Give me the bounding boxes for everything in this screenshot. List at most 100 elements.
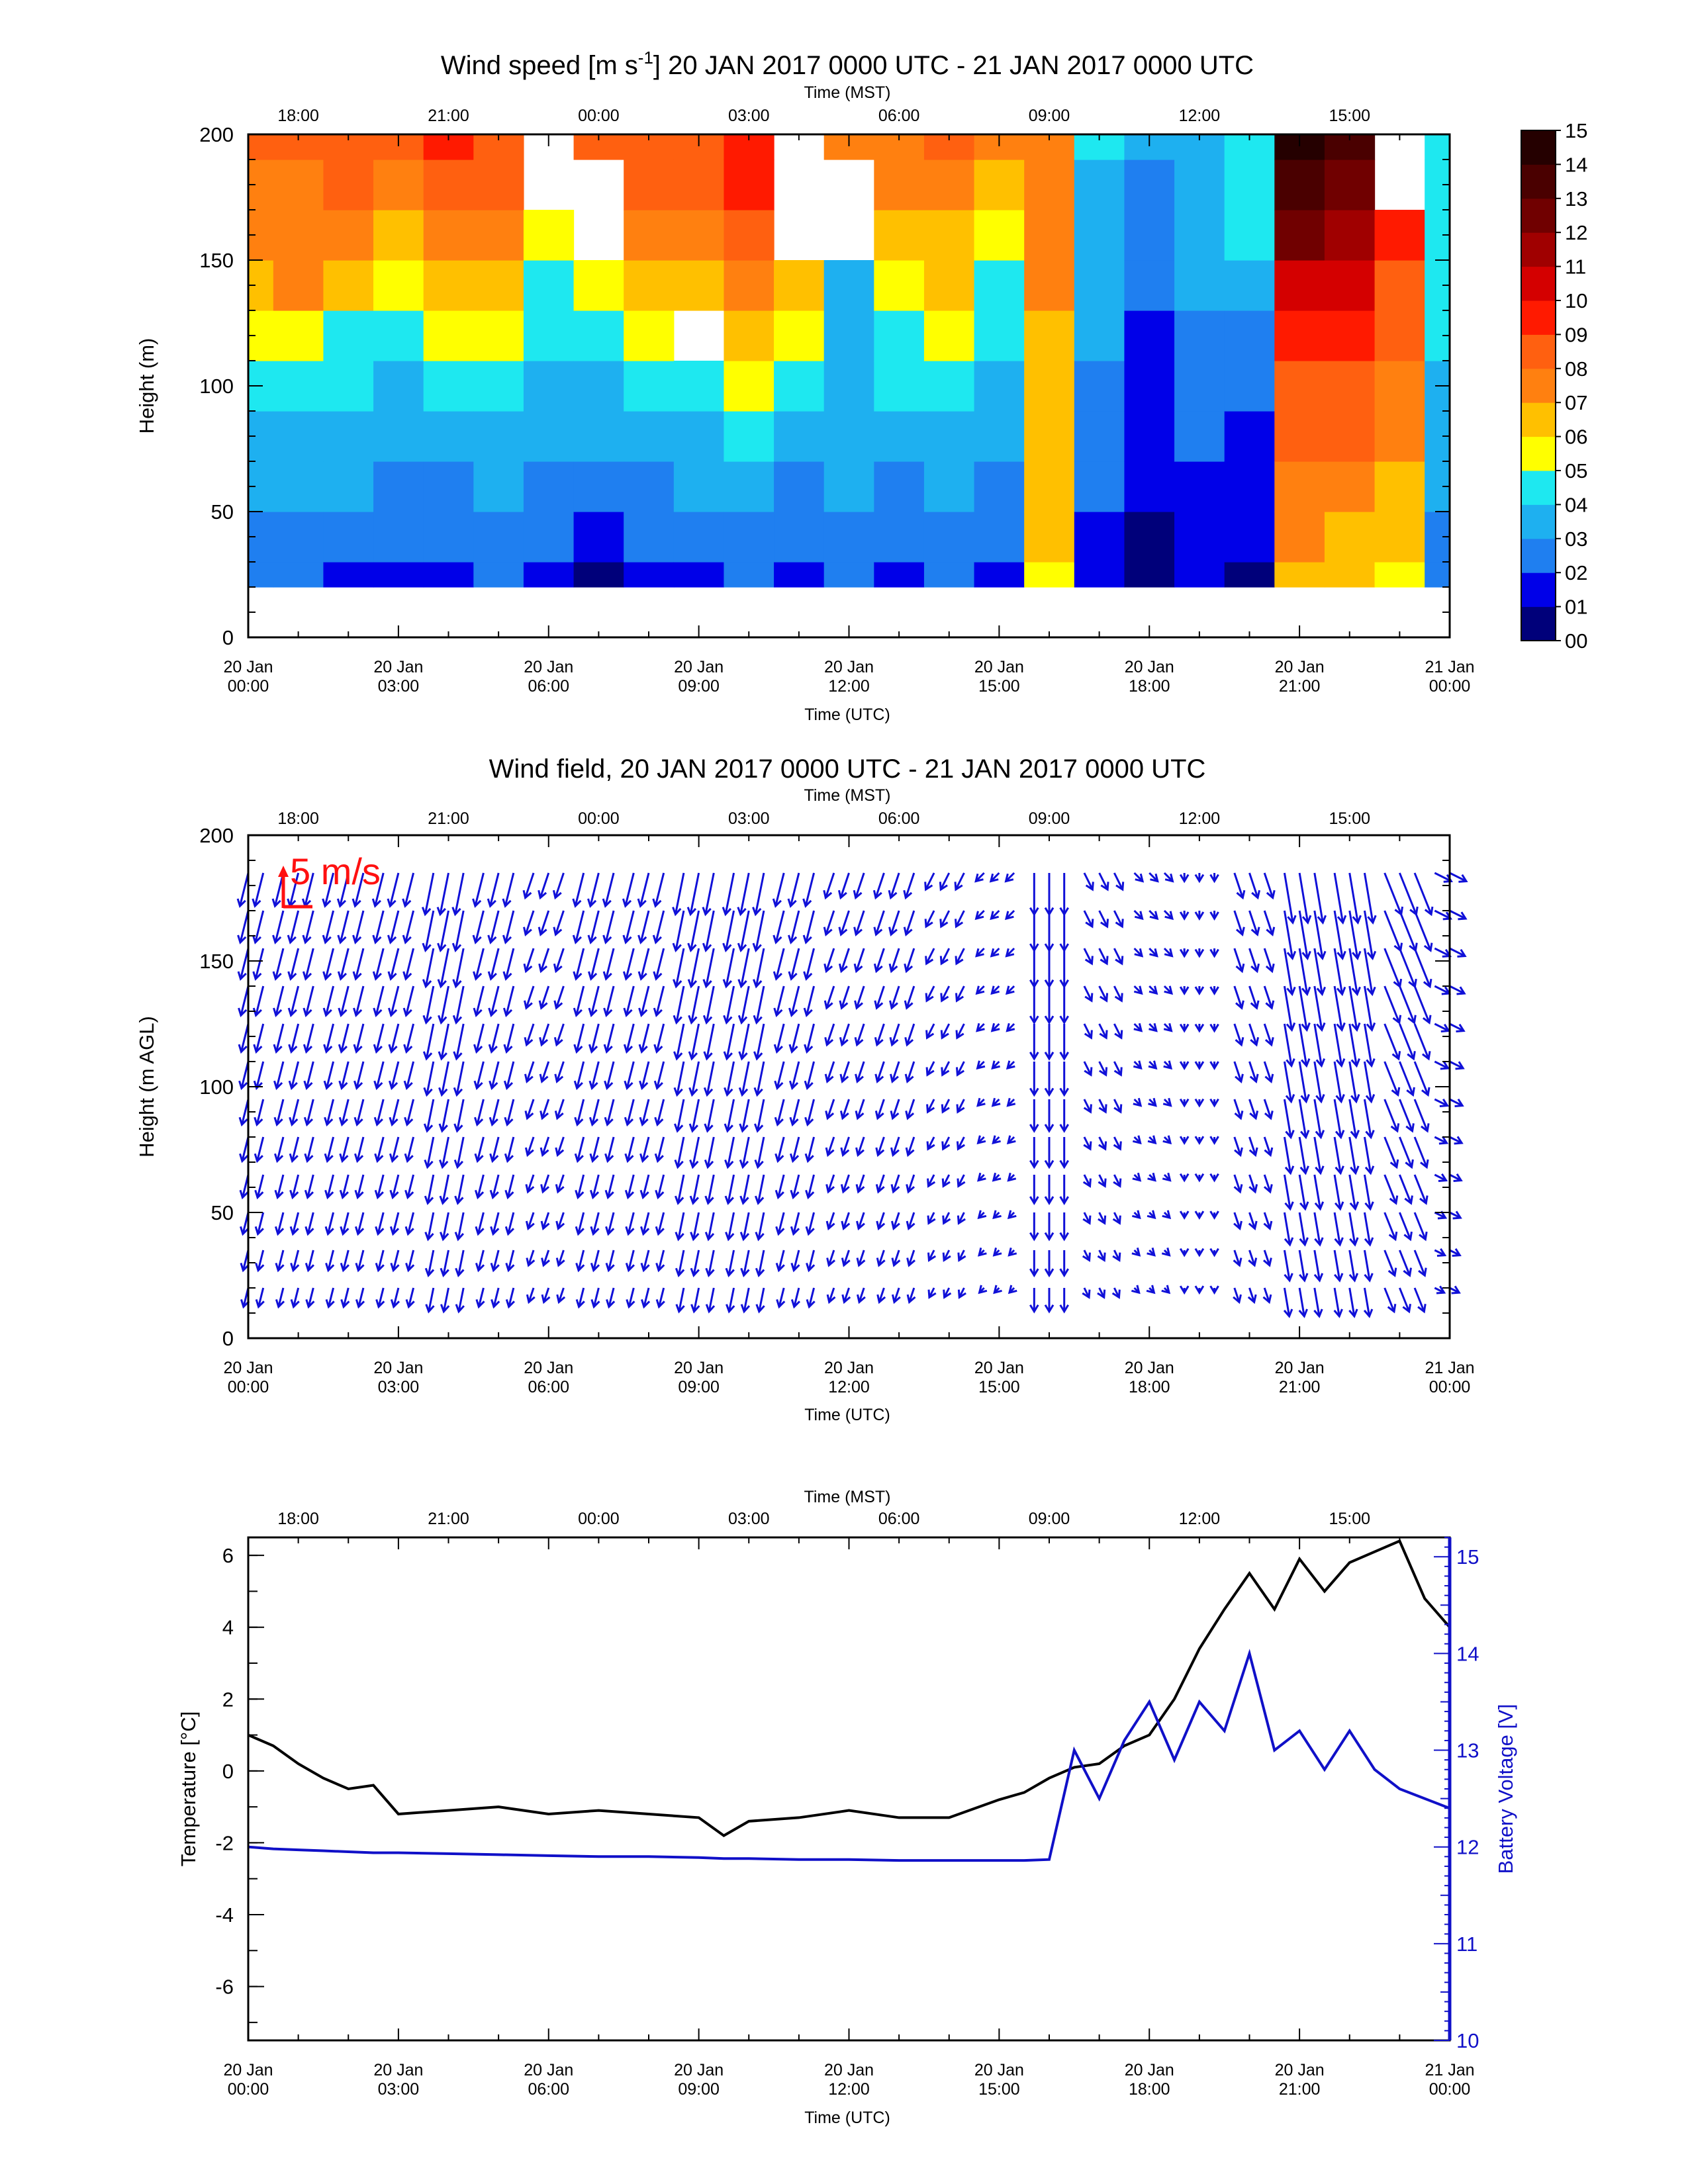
- heat-cell: [1224, 512, 1275, 563]
- wind-vector-head: [539, 1036, 549, 1047]
- wind-vector: [776, 1099, 785, 1125]
- wind-vector-head: [1286, 1022, 1296, 1032]
- wind-vector: [556, 1099, 565, 1119]
- wind-vector-head: [289, 1189, 299, 1200]
- wind-vector-head: [275, 1262, 285, 1273]
- wind-vector-head: [288, 1080, 298, 1091]
- wind-vector-head: [522, 889, 532, 900]
- wind-vector-head: [1317, 915, 1327, 925]
- utc-tick-day: 20 Jan: [223, 1359, 273, 1377]
- wind-vector-head: [1285, 1094, 1295, 1104]
- wind-vector: [1363, 985, 1373, 1030]
- heat-cell: [273, 562, 324, 588]
- wind-vector: [858, 1250, 865, 1266]
- wind-vector: [706, 1099, 715, 1132]
- wind-vector-head: [404, 1189, 414, 1200]
- wind-vector-head: [389, 1189, 399, 1200]
- wind-vector: [777, 1212, 785, 1234]
- wind-vector: [1333, 1250, 1341, 1281]
- wind-vector: [354, 948, 365, 979]
- wind-vector-head: [1284, 1273, 1293, 1283]
- wind-vector: [375, 1023, 385, 1052]
- wind-vector-head: [388, 1080, 399, 1091]
- wind-vector: [492, 1287, 500, 1307]
- wind-vector-head: [271, 898, 281, 908]
- wind-vector-head: [473, 1007, 483, 1018]
- wind-vector-head: [472, 898, 482, 908]
- wind-vector-head: [1115, 919, 1124, 929]
- wind-vector-head: [655, 1226, 665, 1236]
- wind-vector-head: [673, 1015, 682, 1025]
- wind-vector: [827, 1250, 835, 1266]
- heat-cell: [423, 159, 474, 210]
- wind-vector-head: [422, 979, 432, 989]
- wind-vector-head: [539, 1147, 549, 1158]
- wind-vector: [824, 872, 835, 899]
- wind-vector: [1363, 1061, 1372, 1102]
- wind-vector-head: [876, 1220, 886, 1231]
- wind-vector: [941, 1061, 951, 1075]
- wind-vector-head: [539, 1111, 549, 1120]
- wind-vector: [341, 1136, 350, 1161]
- wind-vector: [757, 1250, 765, 1276]
- wind-vector: [856, 1061, 865, 1082]
- heat-cell: [323, 411, 374, 462]
- heat-cell: [1024, 461, 1075, 512]
- wind-vector: [339, 910, 350, 943]
- wind-vector: [1363, 1136, 1372, 1173]
- wind-vector-head: [703, 1051, 713, 1061]
- utc-tick-time: 15:00: [978, 1378, 1020, 1396]
- wind-vector-head: [553, 963, 563, 974]
- wind-vector-head: [1366, 1022, 1376, 1032]
- heat-cell: [874, 361, 925, 412]
- wind-vector: [1313, 1212, 1321, 1245]
- wind-vector: [741, 1099, 750, 1132]
- heat-cell: [823, 411, 874, 462]
- wind-vector-head: [974, 873, 984, 883]
- colorbar-swatch: [1521, 436, 1556, 471]
- wind-vector: [1398, 1099, 1413, 1132]
- wind-vector: [706, 1136, 715, 1167]
- wind-vector-head: [1438, 1173, 1448, 1183]
- wind-vector-head: [1131, 1285, 1141, 1295]
- wind-vector-head: [1350, 1058, 1360, 1068]
- wind-vector-head: [437, 942, 447, 952]
- wind-vector-head: [272, 971, 282, 981]
- wind-vector-head: [654, 1153, 664, 1163]
- wind-vector-head: [854, 1036, 864, 1047]
- wind-vector: [955, 948, 965, 964]
- y-tick-label: 0: [222, 1327, 234, 1350]
- wind-vector: [627, 1212, 635, 1234]
- wind-vector-head: [452, 1015, 463, 1025]
- wind-vector-head: [338, 1044, 348, 1054]
- utc-tick-time: 21:00: [1279, 677, 1321, 696]
- wind-vector: [589, 872, 600, 907]
- wind-vector: [254, 910, 265, 943]
- wind-vector: [491, 1099, 500, 1125]
- wind-vector: [340, 1061, 350, 1089]
- wind-vector-head: [1029, 1304, 1039, 1314]
- heat-cell: [473, 260, 524, 311]
- wind-vector: [691, 1099, 700, 1132]
- heat-cell: [423, 512, 474, 563]
- wind-vector-head: [1179, 1210, 1190, 1220]
- heat-cell: [473, 562, 524, 588]
- wind-vector-head: [639, 1080, 649, 1091]
- heat-cell: [624, 159, 675, 210]
- wind-vector: [592, 1250, 600, 1271]
- utc-tick-time: 15:00: [978, 2080, 1020, 2099]
- wind-vector: [542, 1212, 550, 1229]
- wind-vector: [424, 872, 435, 915]
- wind-vector-head: [524, 1036, 534, 1047]
- wind-vector-head: [525, 1184, 535, 1194]
- wind-vector-head: [337, 934, 347, 944]
- wind-vector-head: [1299, 1237, 1309, 1247]
- wind-vector: [1083, 1212, 1091, 1224]
- wind-vector-head: [1363, 1308, 1374, 1318]
- wind-vector: [1283, 872, 1294, 923]
- utc-tick-day: 20 Jan: [223, 2061, 273, 2079]
- wind-vector-head: [555, 1184, 565, 1194]
- wind-vector-head: [976, 1023, 985, 1032]
- wind-vector: [524, 910, 535, 935]
- wind-vector: [655, 985, 665, 1016]
